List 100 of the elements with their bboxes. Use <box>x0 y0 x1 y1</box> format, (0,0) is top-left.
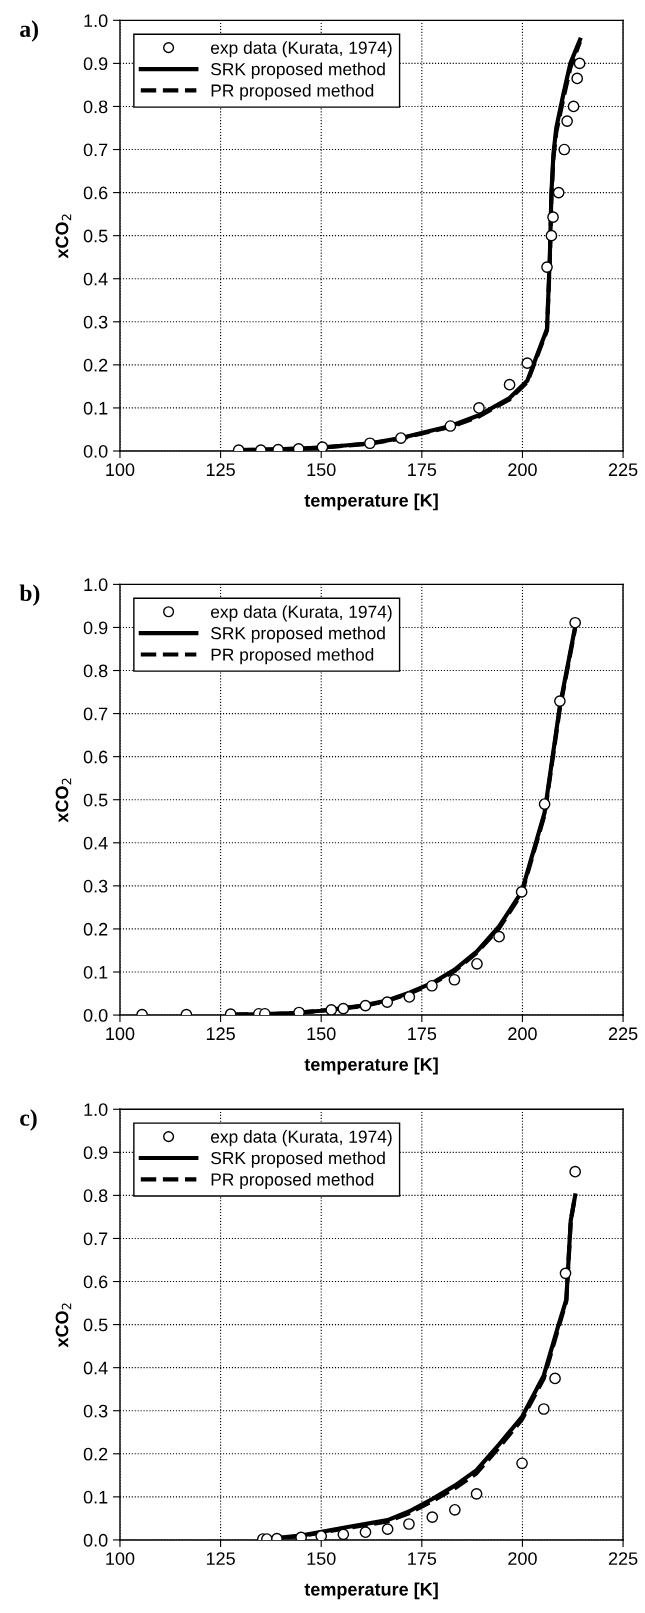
x-tick-label: 225 <box>608 463 638 477</box>
y-tick-label: 1.0 <box>84 1103 108 1116</box>
point <box>537 1403 550 1415</box>
point <box>554 695 566 707</box>
point <box>381 1523 394 1536</box>
point <box>470 1488 483 1500</box>
point <box>569 616 582 629</box>
y-tick-label: 0.8 <box>83 1189 108 1203</box>
point <box>569 1165 582 1178</box>
x-tick-label: 175 <box>408 463 437 477</box>
point <box>295 1531 307 1540</box>
point <box>493 930 505 943</box>
point <box>573 57 586 70</box>
point <box>558 143 571 156</box>
y-tick-label: 1.0 <box>84 578 108 592</box>
point <box>395 432 407 444</box>
x-tick-label: 100 <box>106 1552 135 1565</box>
x-tick-label: 225 <box>608 1027 638 1041</box>
y-tick-label: 0.2 <box>83 1447 108 1461</box>
point <box>325 1004 338 1016</box>
point <box>259 1007 271 1016</box>
chart-title: b) <box>19 584 40 606</box>
x-tick-label: 175 <box>408 1552 437 1565</box>
point <box>337 1528 350 1540</box>
legend-label: exp data (Kurata, 1974) <box>210 605 392 622</box>
point <box>403 1518 415 1530</box>
legend-label: SRK proposed method <box>211 1151 385 1168</box>
y-axis-title: xCO$_{2}$ <box>55 214 72 259</box>
x-tick-label: 200 <box>508 1552 537 1565</box>
y-tick-label: 0.4 <box>83 836 108 850</box>
legend-label: exp data (Kurata, 1974) <box>210 41 392 58</box>
point <box>337 1002 350 1015</box>
point <box>359 999 372 1012</box>
point <box>448 973 461 986</box>
legend-label: SRK proposed method <box>211 62 385 79</box>
point <box>521 357 534 369</box>
y-tick-label: 0.5 <box>83 793 108 807</box>
y-tick-label: 0.3 <box>83 1404 108 1418</box>
y-tick-label: 0.9 <box>83 1146 108 1160</box>
y-tick-label: 0.6 <box>83 186 108 200</box>
y-tick-label: 0.9 <box>83 621 108 635</box>
y-tick-label: 0.3 <box>83 879 108 893</box>
x-tick-label: 125 <box>206 1027 235 1041</box>
point <box>364 437 376 450</box>
legend-label: SRK proposed method <box>211 626 385 643</box>
point <box>567 100 580 113</box>
y-tick-label: 0.6 <box>83 1275 108 1289</box>
y-tick-label: 0.9 <box>83 57 108 71</box>
point <box>571 72 584 85</box>
y-tick-label: 0.0 <box>83 444 108 458</box>
x-tick-label: 100 <box>106 463 135 477</box>
y-tick-label: 0.6 <box>83 750 108 764</box>
x-axis-title: temperature [K] <box>304 1582 438 1600</box>
point <box>559 1267 572 1280</box>
chart-title: c) <box>20 1109 37 1131</box>
x-tick-label: 125 <box>206 463 235 477</box>
x-axis-title: temperature [K] <box>304 493 438 511</box>
point <box>471 957 483 970</box>
point <box>403 991 416 1003</box>
y-tick-label: 0.1 <box>83 1490 108 1504</box>
y-axis-title: xCO$_{2}$ <box>55 1303 72 1348</box>
y-tick-label: 0.7 <box>83 143 108 157</box>
point <box>316 441 329 451</box>
y-tick-label: 0.2 <box>83 358 108 372</box>
point <box>293 1006 305 1016</box>
point <box>444 420 457 432</box>
y-tick-label: 0.7 <box>83 1232 108 1246</box>
x-tick-label: 150 <box>307 1027 336 1041</box>
point <box>541 261 553 273</box>
legend-label: exp data (Kurata, 1974) <box>210 1130 392 1147</box>
x-tick-label: 225 <box>608 1552 638 1565</box>
point <box>359 1526 372 1539</box>
point <box>515 886 528 898</box>
y-tick-label: 0.1 <box>83 401 108 415</box>
point <box>561 115 573 127</box>
point <box>503 378 516 391</box>
point <box>426 979 438 992</box>
point <box>426 1511 439 1523</box>
y-tick-label: 0.2 <box>83 922 108 936</box>
point <box>538 798 551 810</box>
y-tick-label: 0.0 <box>83 1533 108 1547</box>
point <box>381 996 394 1008</box>
point <box>552 186 565 199</box>
x-tick-label: 150 <box>307 1552 336 1565</box>
y-tick-label: 0.7 <box>83 707 108 721</box>
y-tick-label: 0.0 <box>83 1009 108 1022</box>
point <box>545 229 558 242</box>
y-tick-label: 0.8 <box>83 100 108 114</box>
x-tick-label: 150 <box>307 463 336 477</box>
point <box>516 1457 528 1470</box>
y-axis-title: xCO$_{2}$ <box>55 778 72 823</box>
x-tick-label: 125 <box>206 1552 235 1565</box>
legend-label: PR proposed method <box>211 648 374 665</box>
chart-title: a) <box>20 20 38 42</box>
y-tick-label: 0.5 <box>83 1318 108 1332</box>
y-tick-label: 0.8 <box>83 664 108 678</box>
y-tick-label: 0.3 <box>83 315 108 329</box>
y-tick-label: 0.1 <box>83 965 108 979</box>
y-tick-label: 0.4 <box>83 1361 108 1375</box>
point <box>448 1503 461 1516</box>
